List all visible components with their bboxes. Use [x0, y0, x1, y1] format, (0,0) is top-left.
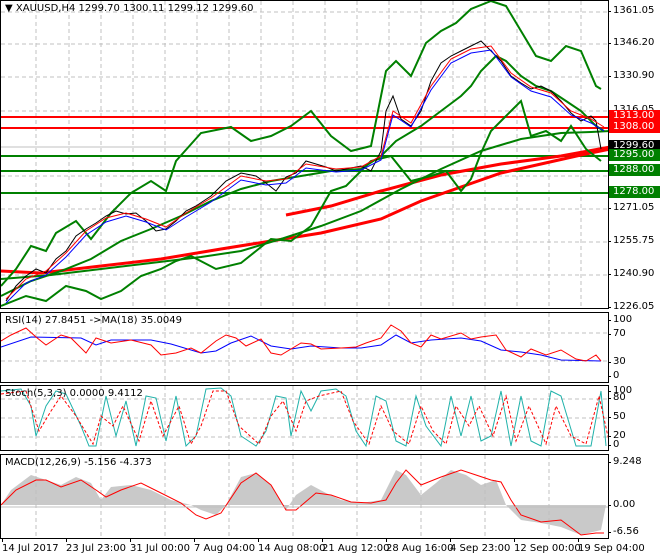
rsi-axis: 100 70 30 0 [607, 312, 660, 383]
level-badge-1278: 1278.00 [609, 186, 660, 198]
symbol-header: ▼ XAUUSD,H4 1299.70 1300.11 1299.12 1299… [5, 3, 253, 14]
rsi-tick: 30 [608, 356, 626, 367]
price-chart-canvas [1, 1, 608, 308]
stoch-label: Stoch(5,3,3) 0.0000 9.4112 [5, 388, 143, 399]
price-tick: 1346.20 [607, 37, 655, 48]
time-tick: 31 Jul 00:00 [130, 539, 190, 554]
price-tick: 1271.05 [607, 202, 655, 213]
stochastic-panel[interactable]: Stoch(5,3,3) 0.0000 9.4112 [0, 385, 609, 451]
macd-panel[interactable]: MACD(12,26,9) -5.156 -4.373 [0, 454, 609, 539]
macd-tick: -6.56 [608, 526, 639, 537]
level-badge-1288: 1288.00 [609, 164, 660, 176]
rsi-canvas [1, 313, 608, 382]
price-axis: 1361.05 1346.20 1330.90 1316.05 1271.05 … [607, 0, 660, 312]
stoch-canvas [1, 386, 608, 450]
ohlc-values: 1299.70 1300.11 1299.12 1299.60 [78, 3, 254, 14]
time-tick: 19 Sep 04:00 [578, 539, 645, 554]
time-tick: 14 Aug 08:00 [258, 539, 326, 554]
level-badge-1308: 1308.00 [609, 121, 660, 133]
macd-label: MACD(12,26,9) -5.156 -4.373 [5, 457, 152, 468]
rsi-label: RSI(14) 27.8451 ->MA(18) 35.0049 [5, 315, 182, 326]
rsi-panel[interactable]: RSI(14) 27.8451 ->MA(18) 35.0049 [0, 312, 609, 383]
macd-tick: 9.248 [608, 456, 642, 467]
level-badge-1295: 1295.00 [609, 149, 660, 161]
stoch-axis: 100 80 50 20 0 [607, 385, 660, 451]
price-tick: 1361.05 [607, 5, 655, 16]
time-tick: 12 Sep 00:00 [514, 539, 581, 554]
stoch-tick: 50 [608, 411, 626, 422]
symbol-label: XAUUSD,H4 [15, 3, 76, 14]
level-badge-1313: 1313.00 [609, 110, 660, 122]
price-tick: 1255.75 [607, 235, 655, 246]
price-tick: 1240.90 [607, 268, 655, 279]
price-tick: 1226.05 [607, 301, 655, 312]
rsi-tick: 0 [607, 370, 620, 381]
stoch-tick: 20 [608, 430, 626, 441]
price-chart-panel[interactable]: ▼ XAUUSD,H4 1299.70 1300.11 1299.12 1299… [0, 0, 609, 309]
stoch-tick: 80 [608, 392, 626, 403]
stoch-tick: 0 [607, 439, 620, 450]
macd-tick: 0.00 [607, 499, 636, 510]
macd-axis: 9.248 0.00 -6.56 [607, 454, 660, 539]
rsi-tick: 100 [607, 314, 633, 325]
time-tick: 7 Aug 04:00 [194, 539, 256, 554]
time-axis: 14 Jul 2017 23 Jul 23:00 31 Jul 00:00 7 … [0, 539, 660, 560]
time-tick: 21 Aug 12:00 [322, 539, 390, 554]
time-tick: 23 Jul 23:00 [66, 539, 126, 554]
time-tick: 4 Sep 23:00 [450, 539, 511, 554]
time-tick: 28 Aug 16:00 [386, 539, 454, 554]
macd-canvas [1, 455, 608, 538]
stoch-tick: 100 [607, 385, 633, 396]
dropdown-triangle-icon[interactable]: ▼ [5, 3, 13, 14]
price-tick: 1330.90 [607, 70, 655, 81]
rsi-tick: 70 [608, 328, 626, 339]
time-tick: 14 Jul 2017 [2, 539, 59, 554]
